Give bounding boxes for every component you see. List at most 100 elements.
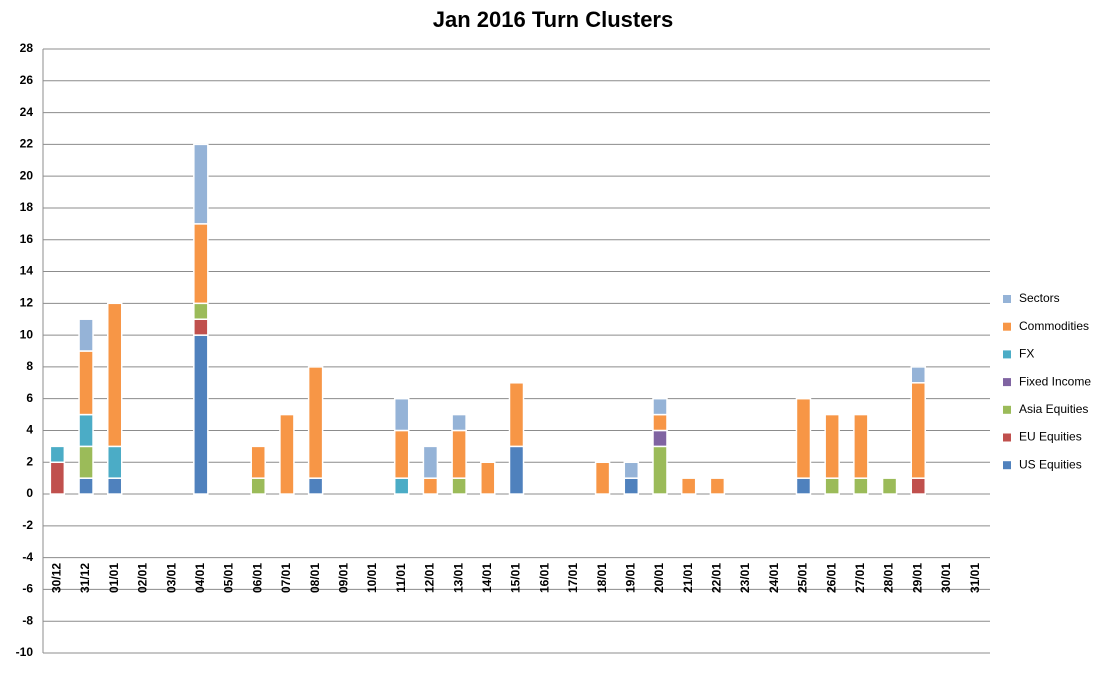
x-tick-label: 14/01 [480,563,494,593]
x-tick-label: 08/01 [308,563,322,593]
x-tick-label: 03/01 [164,563,178,593]
legend-swatch [1003,461,1011,470]
legend-label: Sectors [1019,291,1060,305]
bar-segment [393,397,410,432]
x-tick-label: 18/01 [595,563,609,593]
bar-segment [652,429,668,448]
bar-segment [853,477,869,495]
y-tick-label: 28 [20,41,34,55]
x-tick-label: 15/01 [509,563,523,593]
x-tick-label: 11/01 [394,563,408,593]
bar-segment [451,429,467,479]
bar-segment [49,461,66,495]
bar-segment [78,318,94,352]
y-tick-label: 22 [20,137,34,151]
bar-segment [480,461,496,495]
legend-label: Commodities [1019,319,1089,333]
x-tick-label: 30/01 [939,563,953,593]
bar-segment [193,318,209,336]
bar-segment [250,477,266,495]
bar-segment [78,350,94,416]
bar-segment [795,477,812,495]
x-tick-label: 25/01 [796,563,810,593]
legend-swatch [1003,322,1011,331]
x-tick-label: 22/01 [710,563,724,593]
x-tick-label: 24/01 [767,563,781,593]
y-tick-label: -10 [16,645,34,659]
legend-swatch [1003,433,1011,442]
bar-segment [307,366,324,479]
bar-segment [250,445,266,479]
x-tick-label: 01/01 [107,563,121,593]
x-tick-label: 23/01 [738,563,752,593]
bar-segment [623,477,640,495]
bar-segment [193,334,209,495]
x-tick-label: 10/01 [365,563,379,593]
x-tick-label: 12/01 [423,563,437,593]
legend-swatch [1003,350,1011,359]
x-tick-label: 16/01 [537,563,551,593]
legend-label: FX [1019,347,1034,361]
bar-segment [652,397,668,416]
bar-segment [652,413,668,432]
x-tick-label: 21/01 [681,563,695,593]
bar-segment [422,477,439,495]
x-tick-label: 06/01 [250,563,264,593]
x-tick-label: 19/01 [623,563,637,593]
x-tick-label: 04/01 [193,563,207,593]
x-tick-label: 31/12 [78,563,92,593]
bar-segment [508,445,525,495]
y-tick-label: 24 [20,105,34,119]
legend-swatch [1003,295,1011,303]
bar-segment [106,445,123,479]
legend-swatch [1003,405,1011,414]
bar-segment [193,223,209,305]
x-tick-label: 20/01 [652,563,666,593]
bar-segment [193,302,209,320]
legend-label: Asia Equities [1019,402,1088,416]
x-tick-label: 27/01 [853,563,867,593]
bar-segment [451,477,467,495]
bar-segment [910,382,927,479]
x-tick-label: 07/01 [279,563,293,593]
x-tick-label: 29/01 [910,563,924,593]
y-tick-label: 14 [20,264,34,278]
x-tick-label: 28/01 [882,563,896,593]
bar-segment [709,477,726,495]
legend-label: EU Equities [1019,430,1082,444]
x-tick-label: 02/01 [136,563,150,593]
y-tick-label: 16 [20,232,34,246]
y-tick-label: 8 [26,359,33,373]
x-tick-label: 13/01 [451,563,465,593]
bar-segment [106,477,123,495]
y-tick-label: 12 [20,295,34,309]
bar-segment [824,477,840,495]
bar-segment [49,445,66,464]
bar-segment [652,445,668,495]
legend-label: Fixed Income [1019,374,1091,388]
bar-segment [422,445,439,479]
chart-title: Jan 2016 Turn Clusters [433,7,673,32]
y-tick-label: -8 [22,613,33,627]
bar-segment [307,477,324,495]
y-tick-label: -2 [22,518,33,532]
y-tick-label: 20 [20,168,34,182]
legend-label: US Equities [1019,457,1082,471]
y-tick-label: -6 [22,582,33,596]
bar-segment [78,413,94,448]
legend-swatch [1003,378,1011,387]
bar-segment [508,382,525,448]
bar-segment [623,461,640,479]
bar-segment [910,366,927,384]
x-tick-label: 26/01 [824,563,838,593]
bar-segment [106,302,123,448]
bar-segment [910,477,927,495]
bar-segment [680,477,697,495]
bar-segment [78,445,94,479]
y-tick-label: 26 [20,73,34,87]
y-tick-label: -4 [22,550,33,564]
x-tick-label: 09/01 [336,563,350,593]
y-tick-label: 6 [26,391,33,405]
bar-segment [594,461,611,495]
